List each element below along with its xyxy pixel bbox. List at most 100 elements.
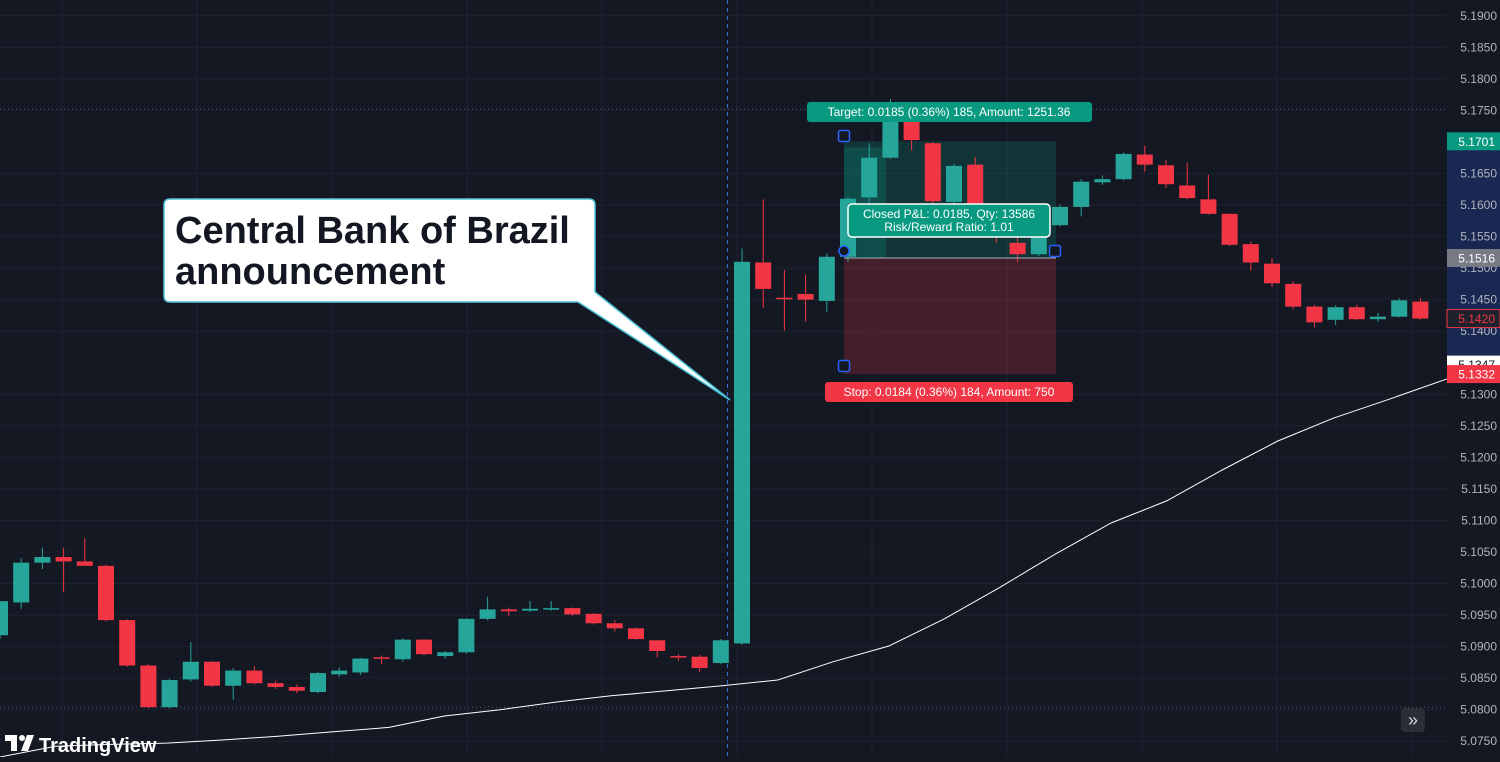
candle-body xyxy=(0,601,8,636)
candle-body xyxy=(734,261,750,644)
price-badge-label: 5.1516 xyxy=(1458,252,1495,266)
callout-bubble xyxy=(163,198,731,401)
candle-body xyxy=(1179,185,1196,199)
candle-body xyxy=(606,623,623,629)
price-tick-label: 5.1450 xyxy=(1460,293,1497,307)
candle-body xyxy=(13,562,30,603)
price-badge-bg xyxy=(1446,309,1500,329)
candle-body xyxy=(416,639,432,655)
annotation-line-1: Central Bank of Brazil xyxy=(175,210,570,252)
closed-pnl-line-2: Risk/Reward Ratio: 1.01 xyxy=(884,220,1014,234)
candle-body xyxy=(225,670,242,686)
candle-body xyxy=(691,656,708,669)
candle-body xyxy=(1221,213,1238,245)
candle xyxy=(1370,312,1386,322)
candle xyxy=(1264,258,1280,288)
price-tick-label: 5.1250 xyxy=(1460,419,1497,433)
candle xyxy=(649,639,666,658)
candle-body xyxy=(543,608,560,610)
candle xyxy=(797,275,814,322)
price-tick-label: 5.1200 xyxy=(1460,450,1497,464)
candle xyxy=(246,666,263,685)
candle-body xyxy=(119,620,136,666)
candle xyxy=(76,538,93,566)
stop-zone xyxy=(844,258,1056,375)
tradingview-logo-icon xyxy=(5,735,34,751)
candle xyxy=(734,248,750,645)
entry-right-handle[interactable] xyxy=(1048,244,1062,258)
candle xyxy=(352,657,369,675)
candle-body xyxy=(1115,153,1132,180)
candle-body xyxy=(1327,307,1344,320)
candle xyxy=(1221,213,1238,247)
price-badge-label: 5.1701 xyxy=(1458,135,1495,149)
price-tick-label: 5.0850 xyxy=(1460,671,1497,685)
candle xyxy=(564,607,581,617)
candle xyxy=(691,654,708,672)
candle xyxy=(628,627,644,640)
candle xyxy=(924,141,941,206)
price-badge-bg xyxy=(1447,365,1500,384)
moving-average-line xyxy=(0,362,1500,758)
candle xyxy=(1348,304,1365,321)
candle xyxy=(1179,162,1196,200)
candle-body xyxy=(946,165,962,202)
candle xyxy=(204,661,220,687)
candle-body xyxy=(161,680,178,708)
candle-body xyxy=(1094,179,1111,183)
position-handles[interactable] xyxy=(837,129,1062,373)
candle xyxy=(437,651,454,659)
annotation-callout[interactable]: Central Bank of Brazil announcement xyxy=(163,198,731,401)
price-tick-label: 5.1300 xyxy=(1460,387,1497,401)
candle xyxy=(1094,175,1111,185)
candle xyxy=(1052,204,1068,227)
candle-body xyxy=(649,640,666,652)
candle xyxy=(1306,304,1323,328)
price-tick-label: 5.0800 xyxy=(1460,703,1497,717)
candle xyxy=(458,618,475,654)
candle-body xyxy=(1285,283,1302,307)
candle xyxy=(755,199,772,308)
target-label-text: Target: 0.0185 (0.36%) 185, Amount: 1251… xyxy=(828,105,1071,119)
candle-body xyxy=(500,609,517,612)
price-tick-label: 5.1850 xyxy=(1460,40,1497,54)
candle-body xyxy=(479,609,496,619)
candle xyxy=(670,654,687,662)
candle xyxy=(1242,241,1259,271)
closed-pnl-line-1: Closed P&L: 0.0185, Qty: 13586 xyxy=(863,207,1035,221)
price-tick-label: 5.1750 xyxy=(1460,103,1497,117)
candle-body xyxy=(882,120,899,158)
target-label: Target: 0.0185 (0.36%) 185, Amount: 1251… xyxy=(807,102,1092,122)
stop-label: Stop: 0.0184 (0.36%) 184, Amount: 750 xyxy=(825,382,1073,402)
scroll-to-realtime-button[interactable]: » xyxy=(1401,708,1425,732)
candle-body xyxy=(1370,316,1386,320)
candle xyxy=(1200,174,1217,215)
candle xyxy=(585,613,602,625)
candle-body xyxy=(712,640,729,664)
price-badge: 5.1420 xyxy=(1446,309,1500,329)
candle xyxy=(394,638,411,662)
price-tick-label: 5.1550 xyxy=(1460,230,1497,244)
entry-handle[interactable] xyxy=(838,245,850,257)
candle xyxy=(861,143,878,207)
candle-body xyxy=(585,613,602,624)
stop-handle[interactable] xyxy=(837,359,851,373)
candle xyxy=(34,547,51,570)
candle-body xyxy=(373,657,390,659)
candle xyxy=(1412,297,1429,320)
candle-body xyxy=(267,683,284,687)
tradingview-logo[interactable]: TradingView xyxy=(5,735,157,757)
candle xyxy=(0,601,8,640)
candle-body xyxy=(1052,206,1068,226)
candle-body xyxy=(903,120,920,141)
axis-target-range xyxy=(1447,141,1500,259)
candle-body xyxy=(1158,165,1174,185)
candle xyxy=(1391,298,1408,318)
price-axis[interactable]: 5.1900 5.1850 5.1800 5.1750 5.1650 5.1600 5.15… xyxy=(1446,0,1500,757)
candle xyxy=(1115,152,1132,181)
brand-name: TradingView xyxy=(39,735,157,757)
annotation-line-2: announcement xyxy=(175,251,446,293)
candle xyxy=(479,596,496,621)
target-handle[interactable] xyxy=(837,129,851,143)
